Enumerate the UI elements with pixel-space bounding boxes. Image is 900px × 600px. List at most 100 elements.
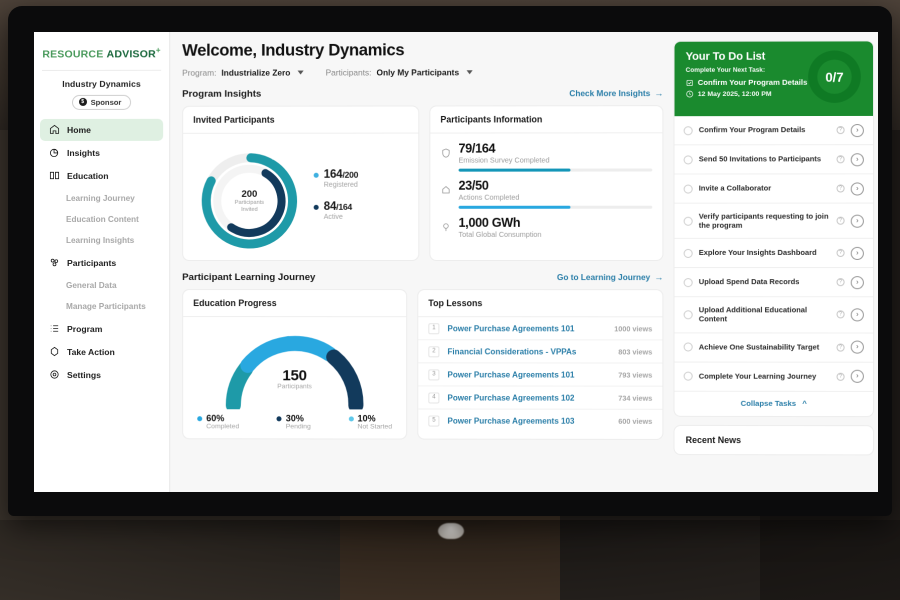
task-checkbox[interactable] — [683, 248, 693, 258]
participants-information-title: Participants Information — [430, 106, 663, 134]
lesson-views: 1000 views — [614, 324, 653, 334]
legend-dot-registered — [313, 172, 319, 178]
task-checkbox[interactable] — [683, 154, 693, 164]
sidebar-item-participants[interactable]: Participants — [40, 251, 163, 273]
lesson-title[interactable]: Power Purchase Agreements 101 — [447, 323, 575, 333]
task-checkbox[interactable] — [683, 216, 693, 226]
task-checkbox[interactable] — [683, 277, 693, 287]
chevron-right-icon[interactable]: › — [850, 246, 864, 260]
sidebar-divider — [41, 69, 162, 71]
legend-value-registered: 164/200 — [323, 168, 359, 181]
task-item[interactable]: Send 50 Invitations to Participants ? › — [674, 145, 874, 175]
legend-pct-not-started: 10% — [357, 413, 376, 424]
program-insights-header: Program Insights Check More Insights → — [182, 88, 663, 100]
participants-information-card: Participants Information 79/164 Emission… — [429, 105, 664, 261]
chevron-right-icon[interactable]: › — [850, 123, 864, 137]
chevron-right-icon[interactable]: › — [850, 369, 864, 383]
metric-emission-survey: 79/164 Emission Survey Completed — [440, 141, 653, 172]
task-item[interactable]: Verify participants requesting to join t… — [674, 203, 874, 240]
lesson-title[interactable]: Power Purchase Agreements 101 — [447, 369, 575, 380]
task-item[interactable]: Invite a Collaborator ? › — [674, 174, 874, 204]
sidebar-item-general-data[interactable]: General Data — [40, 275, 163, 296]
metric-label: Actions Completed — [458, 192, 520, 202]
go-to-learning-journey-link[interactable]: Go to Learning Journey → — [557, 272, 663, 282]
education-icon — [49, 171, 60, 180]
invited-participants-title: Invited Participants — [183, 106, 419, 134]
task-checkbox[interactable] — [683, 371, 693, 381]
sidebar-item-label: Education — [67, 170, 109, 181]
sidebar-item-program[interactable]: Program — [40, 318, 163, 340]
help-icon[interactable]: ? — [836, 372, 845, 381]
right-column: Your To Do List Complete Your Next Task:… — [673, 40, 875, 492]
chevron-right-icon[interactable]: › — [850, 181, 864, 196]
task-checkbox[interactable] — [683, 342, 693, 352]
lesson-rank: 2 — [428, 345, 440, 357]
list-item[interactable]: 3 Power Purchase Agreements 101 793 views — [418, 363, 663, 387]
task-item[interactable]: Confirm Your Program Details ? › — [674, 115, 874, 146]
sidebar-item-settings[interactable]: Settings — [40, 364, 163, 386]
sidebar-item-label: Education Content — [66, 214, 139, 224]
education-progress-legend: 60% Completed 30% Pending — [191, 409, 398, 431]
help-icon[interactable]: ? — [836, 126, 845, 135]
todo-progress-ring: 0/7 — [808, 50, 861, 103]
metric-label: Emission Survey Completed — [458, 155, 550, 165]
list-item[interactable]: 5 Power Purchase Agreements 103 600 views — [418, 409, 662, 431]
education-progress-title: Education Progress — [183, 290, 407, 318]
sponsor-badge[interactable]: $ Sponsor — [71, 94, 132, 110]
brand-logo[interactable]: RESOURCE ADVISOR+ — [34, 42, 169, 70]
donut-center-number: 200 — [241, 188, 258, 200]
participants-icon — [50, 258, 59, 267]
legend-pct-completed: 60% — [206, 413, 225, 424]
lesson-title[interactable]: Power Purchase Agreements 103 — [447, 416, 575, 426]
help-icon[interactable]: ? — [836, 184, 845, 193]
help-icon[interactable]: ? — [836, 216, 845, 225]
sidebar-item-education-content[interactable]: Education Content — [40, 208, 163, 229]
lesson-title[interactable]: Power Purchase Agreements 102 — [447, 392, 575, 403]
help-icon[interactable]: ? — [836, 278, 845, 287]
task-item[interactable]: Upload Additional Educational Content ? … — [674, 297, 874, 334]
sidebar-item-manage-participants[interactable]: Manage Participants — [40, 296, 163, 317]
chevron-right-icon[interactable]: › — [850, 308, 864, 322]
chevron-down-icon — [466, 70, 473, 75]
top-lessons-list: 1 Power Purchase Agreements 101 1000 view… — [418, 317, 663, 432]
chevron-right-icon[interactable]: › — [850, 275, 864, 289]
collapse-tasks-button[interactable]: Collapse Tasks ^ — [675, 391, 874, 415]
list-item[interactable]: 1 Power Purchase Agreements 101 1000 view… — [418, 317, 663, 341]
leaf-icon — [440, 184, 451, 197]
program-filter[interactable]: Program: Industrialize Zero — [182, 68, 304, 78]
chevron-right-icon[interactable]: › — [850, 152, 864, 166]
sidebar-item-learning-journey[interactable]: Learning Journey — [40, 187, 163, 208]
task-checkbox[interactable] — [683, 125, 693, 135]
list-item[interactable]: 4 Power Purchase Agreements 102 734 views — [418, 386, 663, 410]
list-item[interactable]: 2 Financial Considerations - VPPAs 803 vi… — [418, 340, 663, 364]
chevron-right-icon[interactable]: › — [850, 214, 864, 228]
sidebar-item-home[interactable]: Home — [39, 118, 164, 141]
legend-label-pending: Pending — [285, 423, 311, 431]
sidebar-item-education[interactable]: Education — [40, 164, 163, 186]
sidebar-item-insights[interactable]: Insights — [40, 141, 163, 163]
donut-center-label: 200 Participants Invited — [197, 149, 301, 253]
sidebar-item-label: Home — [67, 124, 91, 135]
task-item[interactable]: Achieve One Sustainability Target ? › — [674, 332, 874, 363]
help-icon[interactable]: ? — [836, 310, 845, 319]
task-checkbox[interactable] — [683, 184, 693, 194]
chevron-right-icon[interactable]: › — [850, 340, 864, 354]
help-icon[interactable]: ? — [836, 155, 845, 164]
task-checkbox[interactable] — [683, 310, 693, 320]
help-icon[interactable]: ? — [836, 249, 845, 258]
task-item[interactable]: Explore Your Insights Dashboard ? › — [674, 239, 874, 269]
participants-filter[interactable]: Participants: Only My Participants — [326, 67, 473, 78]
gauge-center-text: Participants — [277, 383, 312, 391]
sidebar-item-learning-insights[interactable]: Learning Insights — [40, 229, 163, 250]
gauge-center-label: 150 Participants — [219, 367, 370, 390]
lesson-title[interactable]: Financial Considerations - VPPAs — [447, 346, 577, 356]
task-label: Verify participants requesting to join t… — [698, 211, 829, 230]
lesson-views: 803 views — [618, 347, 653, 357]
task-item[interactable]: Complete Your Learning Journey ? › — [674, 362, 874, 392]
task-item[interactable]: Upload Spend Data Records ? › — [674, 268, 874, 298]
sidebar-item-take-action[interactable]: Take Action — [40, 341, 163, 363]
help-icon[interactable]: ? — [836, 343, 845, 352]
check-more-insights-link[interactable]: Check More Insights → — [569, 88, 663, 98]
bulb-icon — [440, 221, 451, 234]
